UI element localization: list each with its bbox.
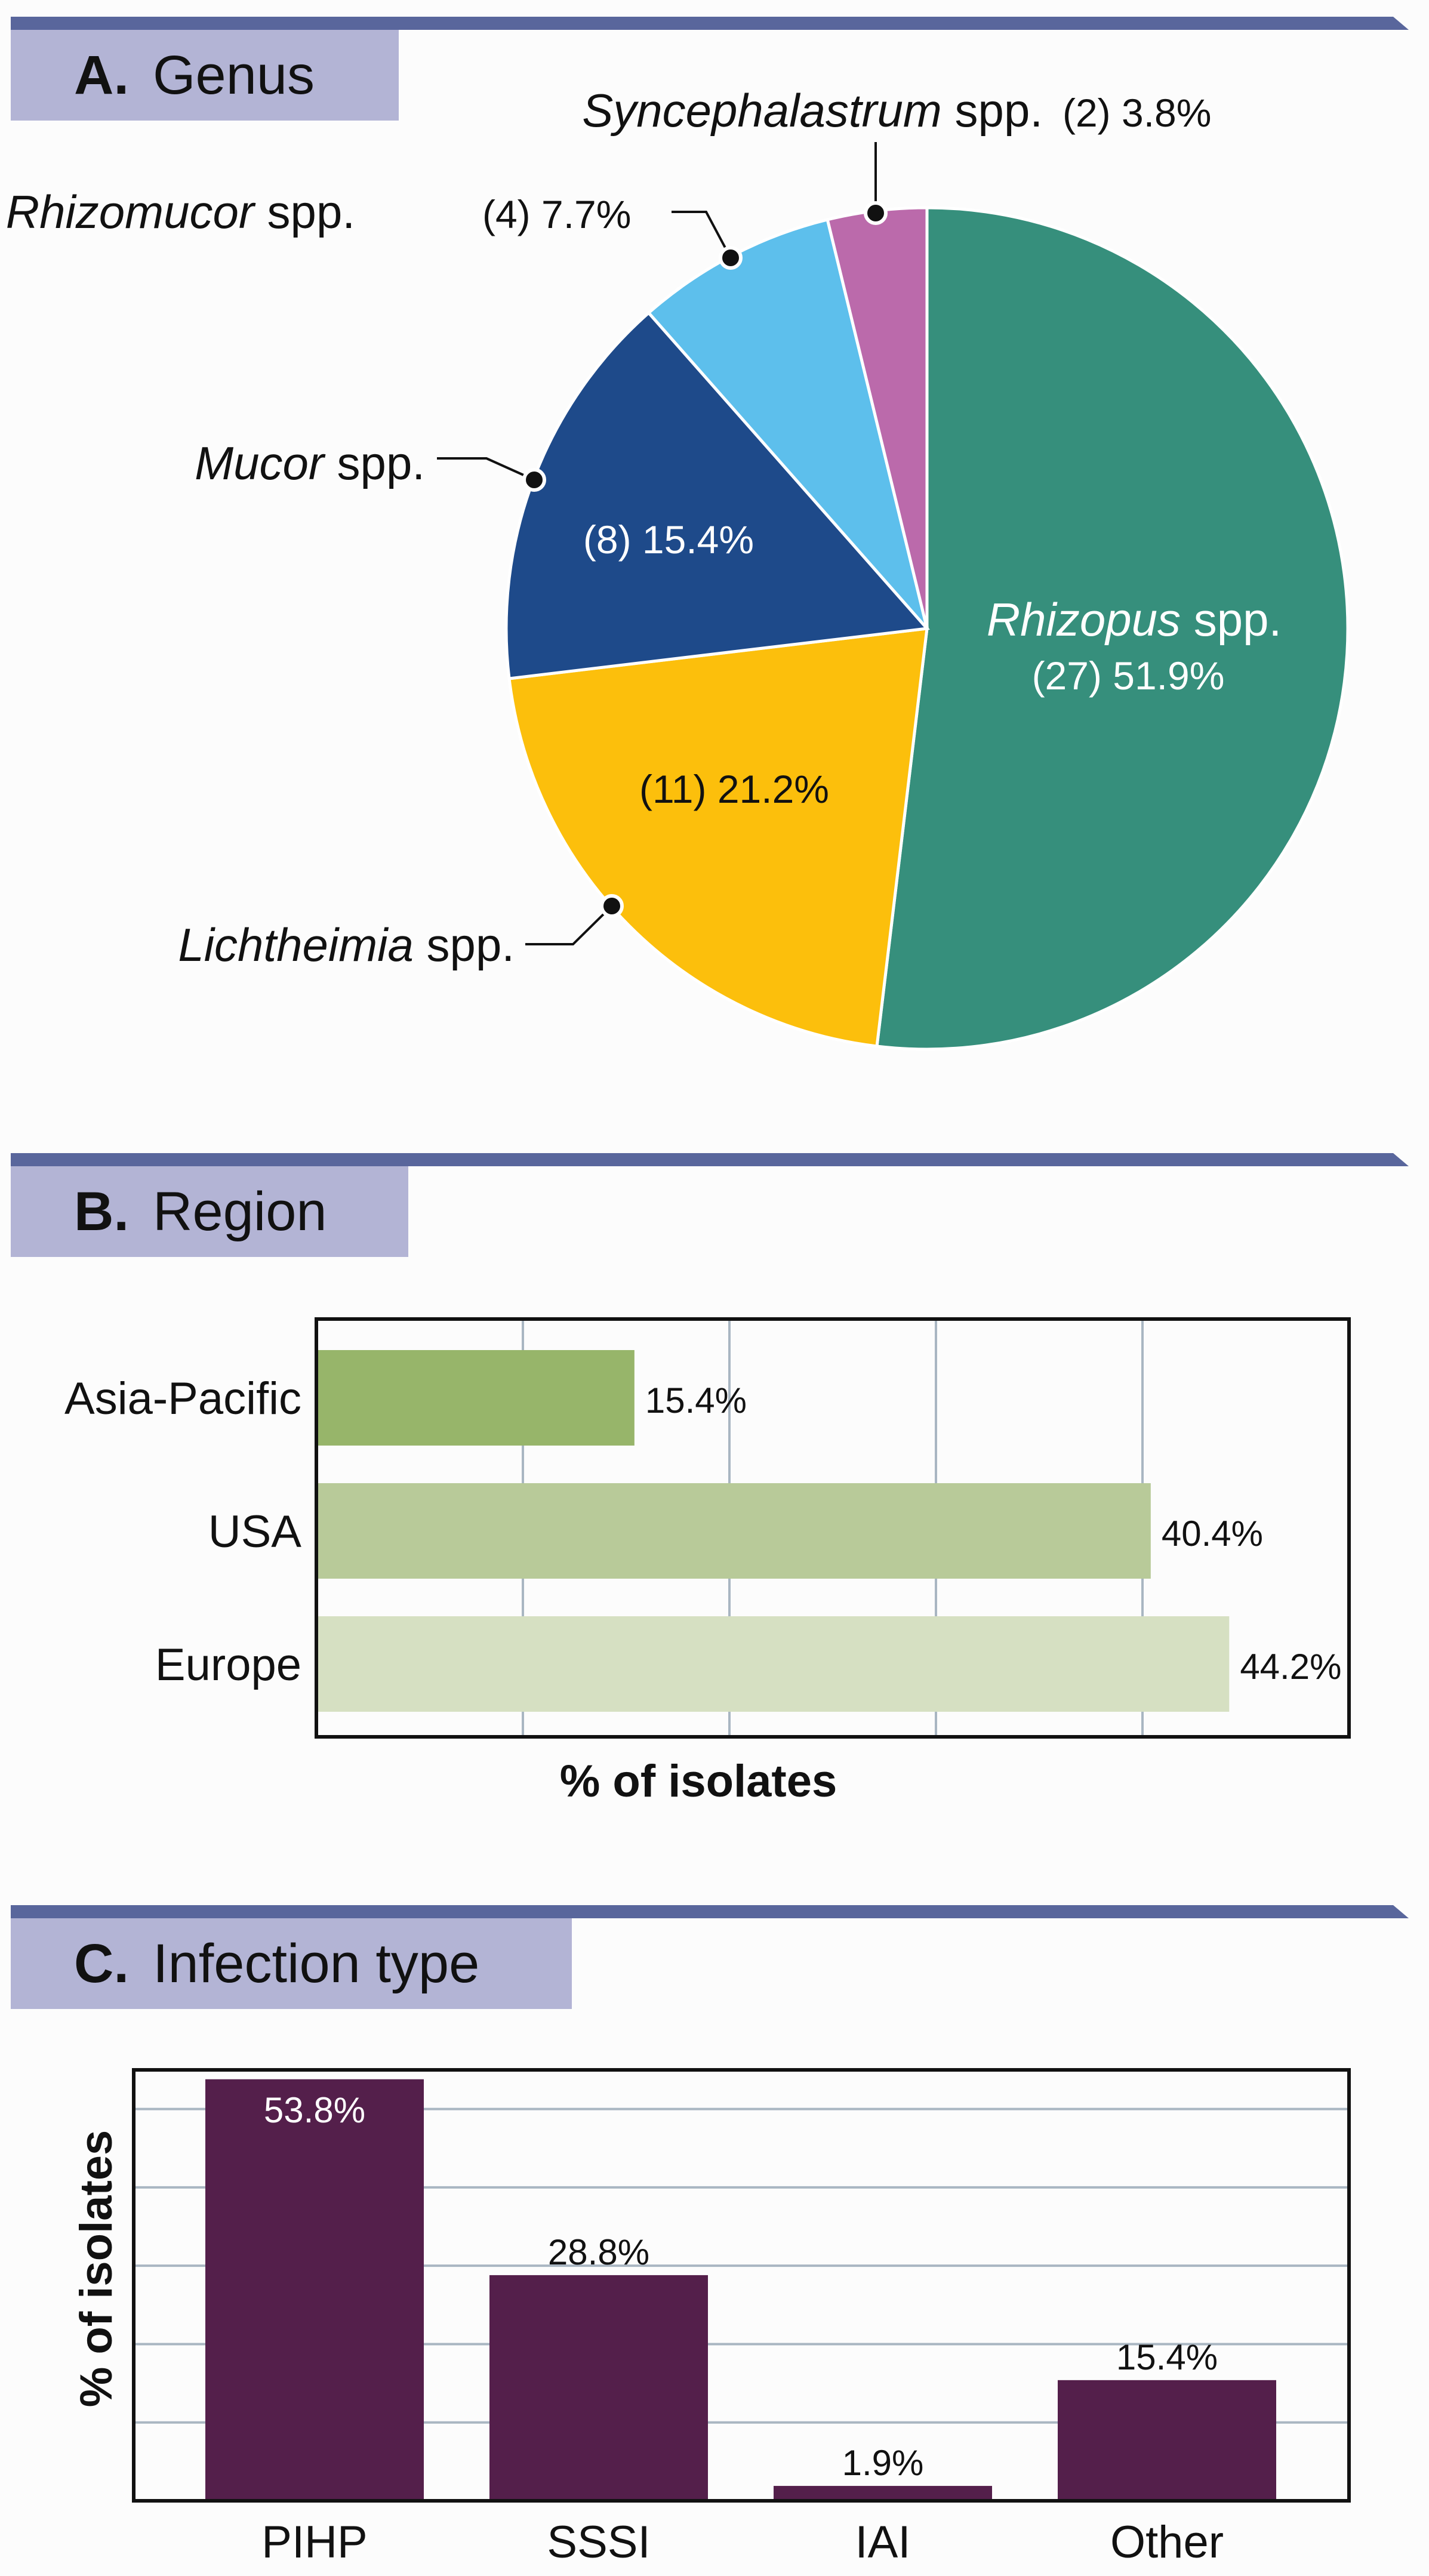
pie-label-lichtheimia-value: (11) 21.2% [639, 767, 829, 811]
region-value-label: 44.2% [1240, 1647, 1341, 1687]
infection-bar-chart: 53.8% PIHP 28.8% SSSI 1.9% IAI 15.4% Other % of … [71, 2068, 1351, 2568]
pie-dot-rhizomucor [719, 246, 743, 270]
pie-label-mucor-value: (8) 15.4% [583, 517, 754, 562]
region-plot-frame [315, 1317, 1351, 1739]
infection-value-label: 28.8% [548, 2232, 649, 2272]
region-value-label: 15.4% [645, 1381, 747, 1421]
region-bar-europe [316, 1616, 1230, 1712]
pie-label-syncephalastrum-value: (2) 3.8% [1062, 91, 1211, 135]
pie-dot-syncephalastrum [864, 201, 888, 225]
infection-value-label: 1.9% [842, 2443, 924, 2483]
genus-pie-chart: Rhizopus spp. (27) 51.9% (11) 21.2% Lichthe… [6, 84, 1350, 1051]
region-category-label: USA [208, 1506, 302, 1557]
panel-c-letter: C. [74, 1933, 129, 1994]
infection-category-label: Other [1110, 2517, 1224, 2568]
panel-a-title: Genus [153, 44, 315, 106]
infection-plot-frame [132, 2068, 1351, 2503]
pie-labels: Rhizopus spp. (27) 51.9% (11) 21.2% Lichthe… [6, 84, 1282, 971]
pie-slice-lichtheimia [507, 627, 929, 1048]
pie-slice-rhizopus [875, 206, 1350, 1051]
panel-b-divider [11, 1153, 1409, 1166]
pie-leader-rhizomucor [672, 211, 732, 258]
infection-bar-sssi [489, 2275, 708, 2501]
pie-label-lichtheimia-name: Lichtheimia spp. [178, 919, 515, 971]
pie-label-rhizomucor-name: Rhizomucor spp. [6, 186, 355, 238]
pie-label-rhizopus-value: (27) 51.9% [1032, 654, 1225, 698]
region-x-axis-label: % of isolates [560, 1756, 837, 1807]
panel-a-divider [11, 17, 1409, 30]
infection-bar-pihp [205, 2079, 424, 2501]
panel-b-label: B. Region [11, 1166, 408, 1257]
region-value-label: 40.4% [1162, 1514, 1263, 1554]
pie-label-mucor-name: Mucor spp. [195, 437, 425, 489]
pie-leader-lines [437, 142, 888, 945]
infection-bar-iai [774, 2486, 992, 2501]
panel-b-title: Region [153, 1181, 327, 1242]
infection-category-label: IAI [855, 2517, 911, 2568]
pie-label-syncephalastrum-name: Syncephalastrum spp. [582, 84, 1043, 137]
pie-label-rhizopus-name: Rhizopus spp. [987, 593, 1282, 646]
pie-leader-mucor [437, 457, 535, 481]
region-bar-chart: Asia-Pacific 15.4% USA 40.4% Europe 44.2% % of… [64, 1317, 1351, 1807]
infection-value-label: 15.4% [1116, 2337, 1218, 2377]
panel-c-label: C. Infection type [11, 1918, 572, 2009]
pie-leader-lichtheimia [525, 905, 613, 945]
pie-slices [504, 206, 1350, 1051]
region-bar-asia-pacific [316, 1350, 635, 1446]
panel-c-title: Infection type [153, 1933, 480, 1994]
panel-c-divider [11, 1905, 1409, 1918]
pie-dot-mucor [522, 468, 546, 492]
infection-bar-other [1058, 2380, 1276, 2501]
region-bar-usa [316, 1483, 1151, 1579]
region-category-label: Europe [155, 1640, 301, 1690]
infection-y-axis-label: % of isolates [71, 2130, 122, 2408]
infection-category-label: PIHP [261, 2517, 367, 2568]
infection-category-label: SSSI [547, 2517, 650, 2568]
panel-a-label: A. Genus [11, 30, 399, 121]
region-category-label: Asia-Pacific [64, 1373, 301, 1424]
panel-a-letter: A. [74, 44, 129, 106]
infection-value-label: 53.8% [264, 2090, 365, 2130]
pie-dot-lichtheimia [600, 894, 624, 918]
panel-b-letter: B. [74, 1181, 129, 1242]
pie-label-rhizomucor-value: (4) 7.7% [482, 192, 631, 236]
